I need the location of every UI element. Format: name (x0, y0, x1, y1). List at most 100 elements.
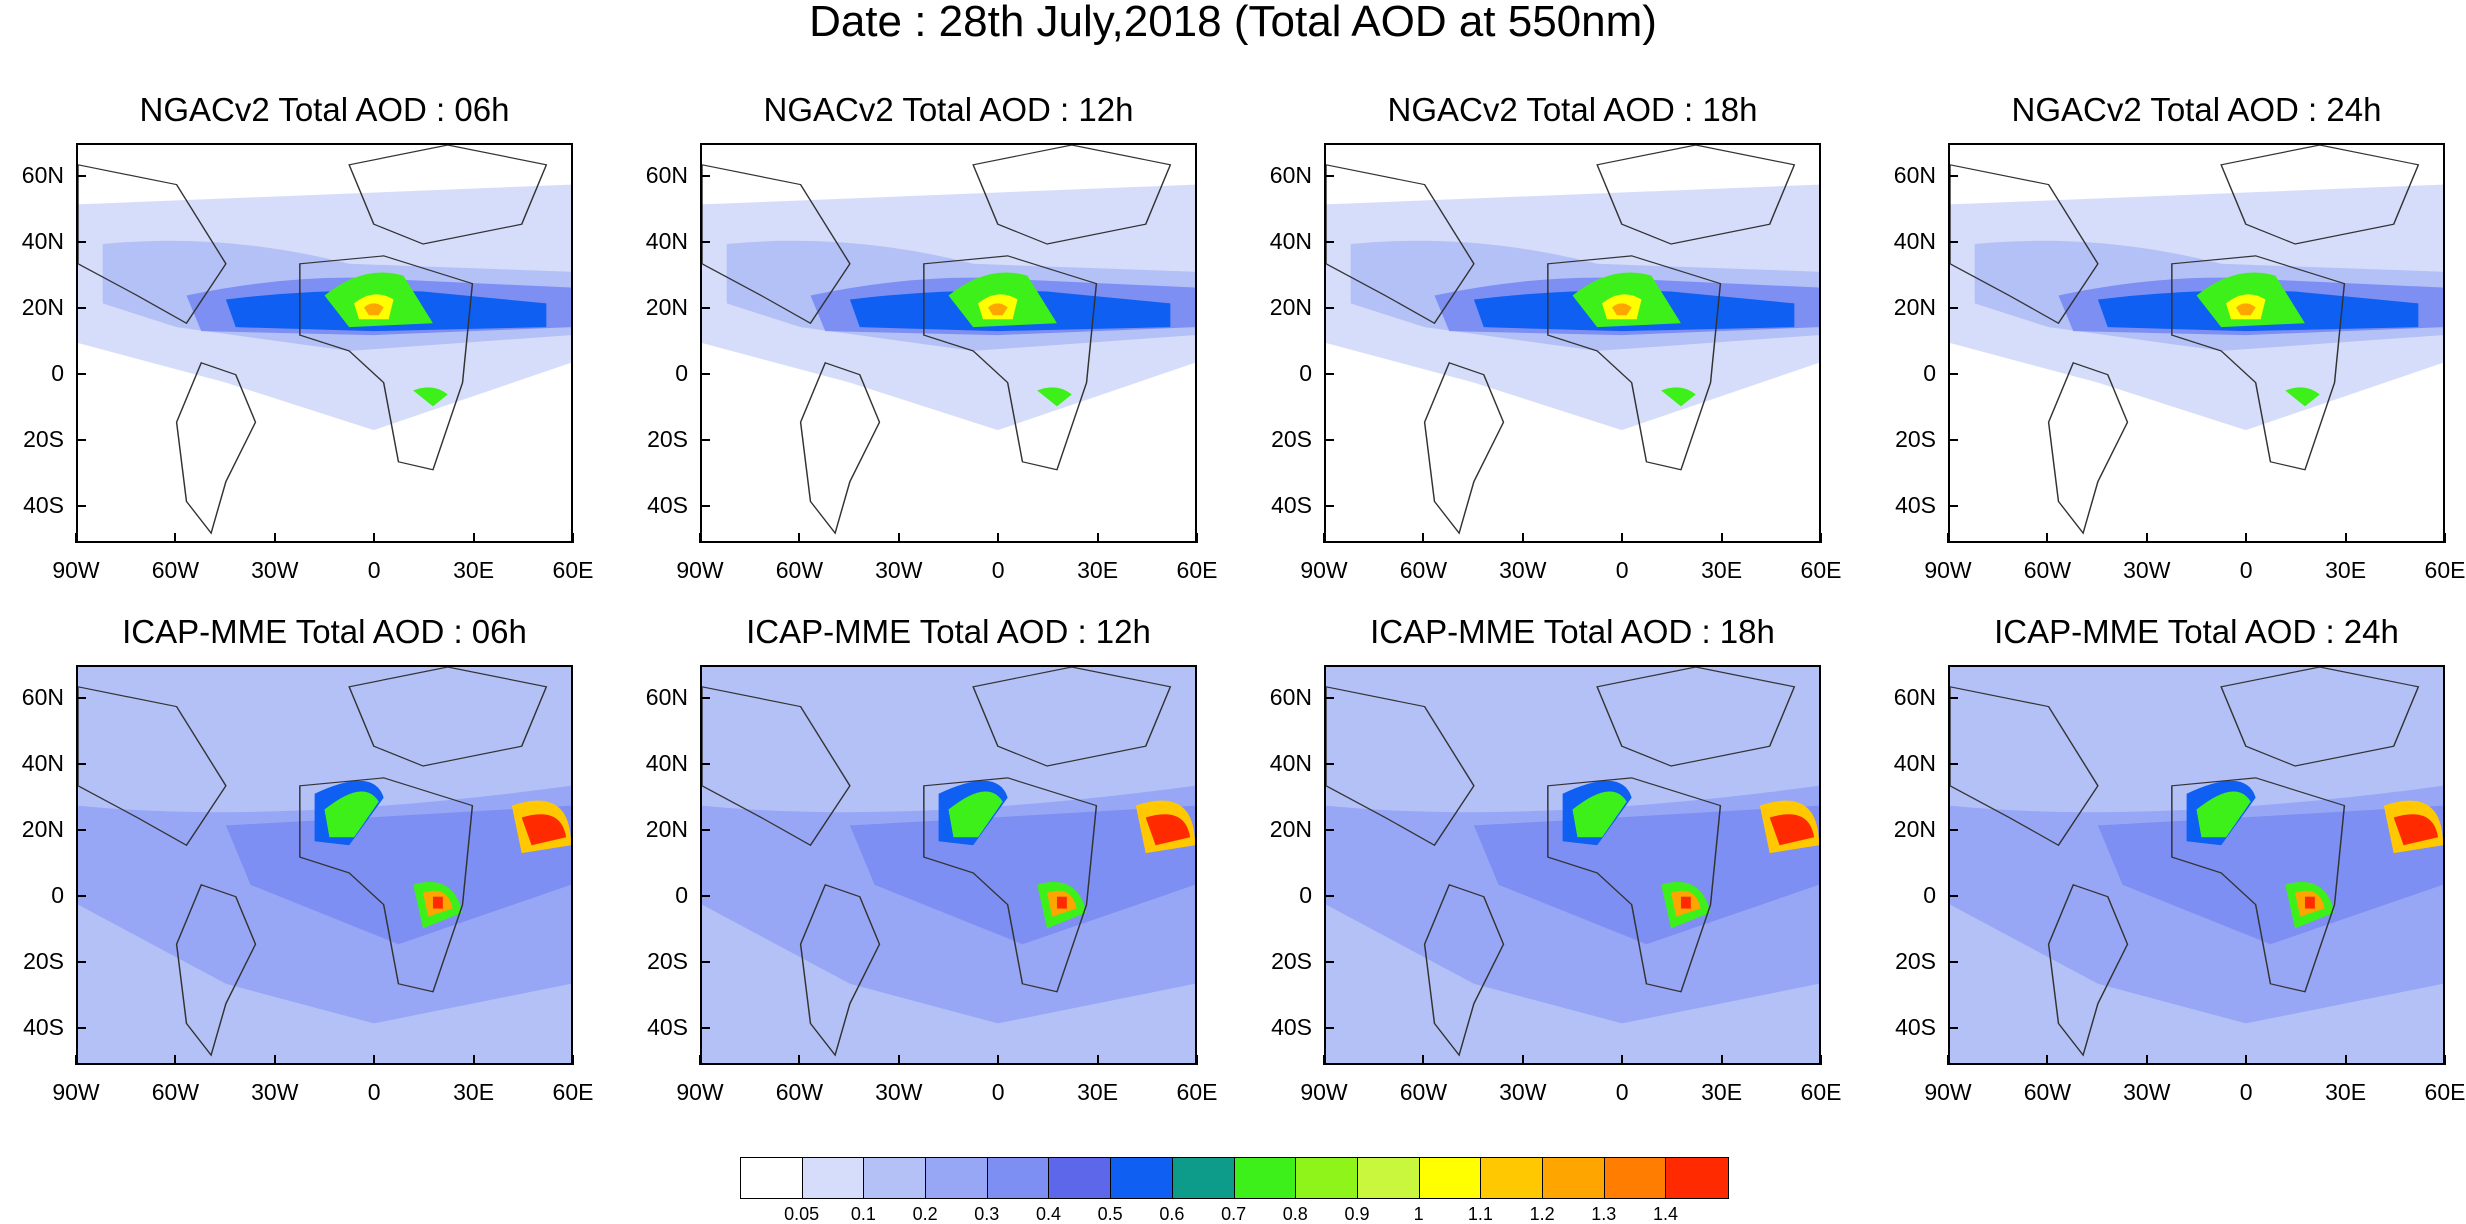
colorbar-swatch (741, 1158, 803, 1198)
latitude-tick (700, 894, 710, 897)
latitude-label: 40N (645, 227, 688, 254)
latitude-label: 0 (1299, 881, 1312, 908)
longitude-label: 90W (676, 1079, 724, 1105)
coastline (1950, 164, 2099, 325)
latitude-label: 60N (1269, 684, 1312, 710)
colorbar-label: 0.9 (1344, 1204, 1370, 1224)
latitude-tick (1324, 504, 1334, 507)
longitude-tick (1521, 1055, 1524, 1065)
longitude-tick (2344, 533, 2347, 543)
latitude-tick (700, 175, 710, 177)
coastline (1950, 686, 2099, 847)
longitude-label: 30E (2325, 557, 2367, 583)
latitude-tick (1948, 1026, 1958, 1029)
figure-title: Date : 28th July,2018 (Total AOD at 550n… (809, 0, 1657, 46)
latitude-label: 20N (1269, 815, 1312, 842)
latitude-label: 0 (51, 881, 64, 908)
colorbar-label: 1.4 (1652, 1204, 1679, 1224)
coastline (1547, 777, 1722, 993)
longitude-label: 90W (1924, 557, 1972, 583)
latitude-tick (1324, 175, 1334, 177)
latitude-label: 40S (647, 491, 688, 518)
coastline (175, 883, 257, 1057)
latitude-label: 60N (1269, 162, 1312, 188)
latitude-label: 0 (675, 359, 688, 386)
longitude-label: 90W (676, 557, 724, 583)
coastline (78, 164, 227, 325)
latitude-label: 40S (1895, 1013, 1936, 1040)
latitude-tick (1948, 438, 1958, 441)
latitude-tick (700, 762, 710, 765)
latitude-tick (1324, 960, 1334, 963)
longitude-tick (373, 533, 376, 543)
longitude-tick (1422, 1055, 1425, 1065)
colorbar-label: 0.5 (1097, 1204, 1123, 1224)
longitude-tick (798, 533, 801, 543)
panel-title: ICAP-MME Total AOD : 12h (746, 613, 1151, 650)
aod-contour-region (987, 303, 1008, 316)
longitude-tick (2444, 1055, 2446, 1065)
aod-contour-region (1611, 303, 1632, 316)
coastline (923, 777, 1098, 993)
colorbar-label: 0.05 (784, 1204, 820, 1224)
aod-contour-region (413, 387, 448, 407)
aod-contour-region (1056, 896, 1067, 909)
longitude-tick (273, 533, 276, 543)
longitude-label: 60E (2424, 557, 2466, 583)
longitude-tick (472, 533, 475, 543)
longitude-tick (1096, 1055, 1099, 1065)
aod-contour-region (1037, 387, 1072, 407)
latitude-label: 20N (1893, 293, 1936, 320)
coastline (175, 361, 257, 535)
panel-title: NGACv2 Total AOD : 06h (139, 91, 510, 128)
longitude-tick (1196, 533, 1198, 543)
aod-contour-region (849, 805, 1195, 945)
longitude-tick (1323, 1055, 1325, 1065)
longitude-tick (2145, 533, 2148, 543)
longitude-label: 0 (991, 1079, 1005, 1105)
longitude-label: 60E (552, 557, 594, 583)
colorbar-swatch (864, 1158, 927, 1198)
longitude-tick (174, 533, 177, 543)
longitude-tick (1621, 1055, 1624, 1065)
latitude-label: 40N (645, 749, 688, 776)
latitude-label: 20S (647, 947, 688, 974)
colorbar-swatch (1172, 1158, 1235, 1198)
latitude-label: 0 (1923, 881, 1936, 908)
longitude-label: 60W (1399, 1079, 1448, 1105)
colorbar-swatch (1419, 1158, 1482, 1198)
longitude-label: 30E (453, 557, 495, 583)
latitude-label: 20N (645, 815, 688, 842)
longitude-tick (2344, 1055, 2347, 1065)
longitude-label: 0 (2239, 1079, 2253, 1105)
colorbar-swatch (802, 1158, 865, 1198)
longitude-tick (75, 1055, 77, 1065)
longitude-label: 0 (367, 557, 381, 583)
longitude-label: 0 (2239, 557, 2253, 583)
longitude-tick (897, 533, 900, 543)
latitude-label: 60N (1893, 684, 1936, 710)
longitude-tick (1096, 533, 1099, 543)
longitude-tick (2046, 1055, 2049, 1065)
colorbar-swatch (1542, 1158, 1605, 1198)
colorbar-label: 0.7 (1221, 1204, 1247, 1224)
aod-contour-region (1680, 896, 1691, 909)
latitude-label: 60N (1893, 162, 1936, 188)
longitude-label: 60W (2023, 557, 2072, 583)
latitude-tick (700, 504, 710, 507)
aod-map (76, 665, 573, 1065)
latitude-label: 40N (1269, 227, 1312, 254)
longitude-tick (2245, 533, 2248, 543)
coastline (2220, 145, 2420, 245)
coastline (2171, 255, 2346, 471)
latitude-tick (700, 438, 710, 441)
latitude-label: 20S (1895, 425, 1936, 452)
latitude-tick (1324, 894, 1334, 897)
aod-contour-region (432, 896, 443, 909)
longitude-label: 30W (1499, 1079, 1547, 1105)
colorbar-swatches (740, 1157, 1729, 1199)
longitude-label: 30W (2123, 1079, 2171, 1105)
longitude-tick (997, 1055, 1000, 1065)
longitude-label: 90W (52, 1079, 100, 1105)
latitude-tick (700, 1026, 710, 1029)
